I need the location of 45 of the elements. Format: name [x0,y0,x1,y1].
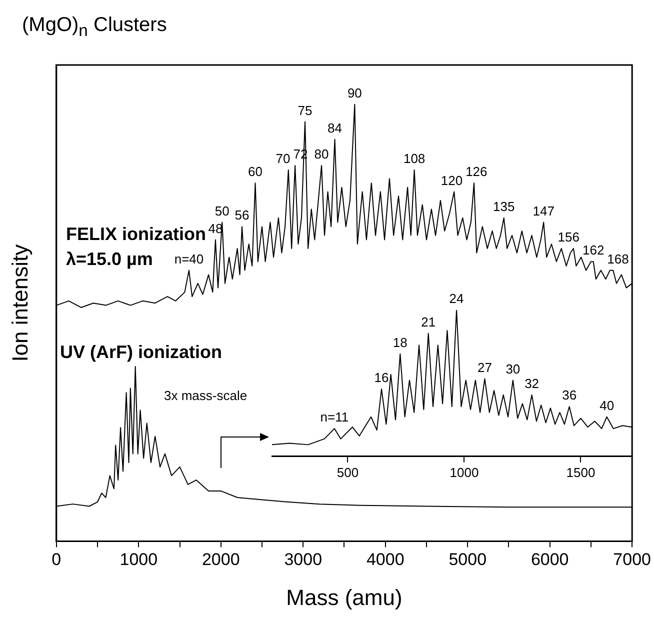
x-tick-label: 6000 [530,550,569,570]
annotation: 75 [298,102,312,118]
annotation: 56 [234,208,250,223]
annotation: n=11 [320,410,349,425]
y-axis-title: Ion intensity [7,244,32,362]
x-tick-label: 3000 [284,550,322,570]
annotation: 84 [328,120,342,136]
annotation: 168 [607,251,629,266]
annotation: 90 [347,85,362,100]
series-label: FELIX ionization [66,224,206,245]
annotation: 70 [276,150,290,166]
annotation: 162 [582,242,604,258]
annotation: 60 [248,164,262,180]
x-tick-label: 1500 [566,464,596,480]
x-tick-label: 500 [336,464,359,480]
annotation: 32 [524,376,540,391]
annotation: 50 [214,203,230,218]
annotation: 3x mass-scale [164,388,248,403]
x-tick-label: 5000 [448,550,487,570]
x-tick-label: 1000 [120,550,158,570]
x-tick-label: 0 [52,550,62,570]
annotation: 21 [421,314,436,330]
annotation: 80 [314,146,329,162]
x-tick-label: 4000 [366,550,404,570]
annotation: 30 [506,361,520,376]
annotation: 156 [558,230,580,245]
annotation: 16 [374,370,389,386]
series-label: UV (ArF) ionization [60,342,222,363]
annotation: 147 [532,203,554,218]
annotation: 27 [478,360,492,375]
annotation: 24 [449,291,464,306]
annotation: 40 [600,398,614,413]
chart-title: (MgO)$_{n}$ Clusters [22,14,167,41]
annotation: 135 [493,198,515,214]
annotation: 120 [440,172,463,188]
annotation: 108 [403,150,426,166]
annotation: 18 [392,335,408,350]
x-tick-label: 2000 [202,550,240,570]
x-axis-title: Mass (amu) [286,584,402,610]
x-tick-label: 7000 [613,550,652,570]
annotation: 126 [466,164,488,180]
annotation: 36 [562,388,577,403]
annotation: λ=15.0 µm [66,249,153,270]
x-tick-label: 1000 [450,464,479,480]
annotation: n=40 [174,251,204,266]
